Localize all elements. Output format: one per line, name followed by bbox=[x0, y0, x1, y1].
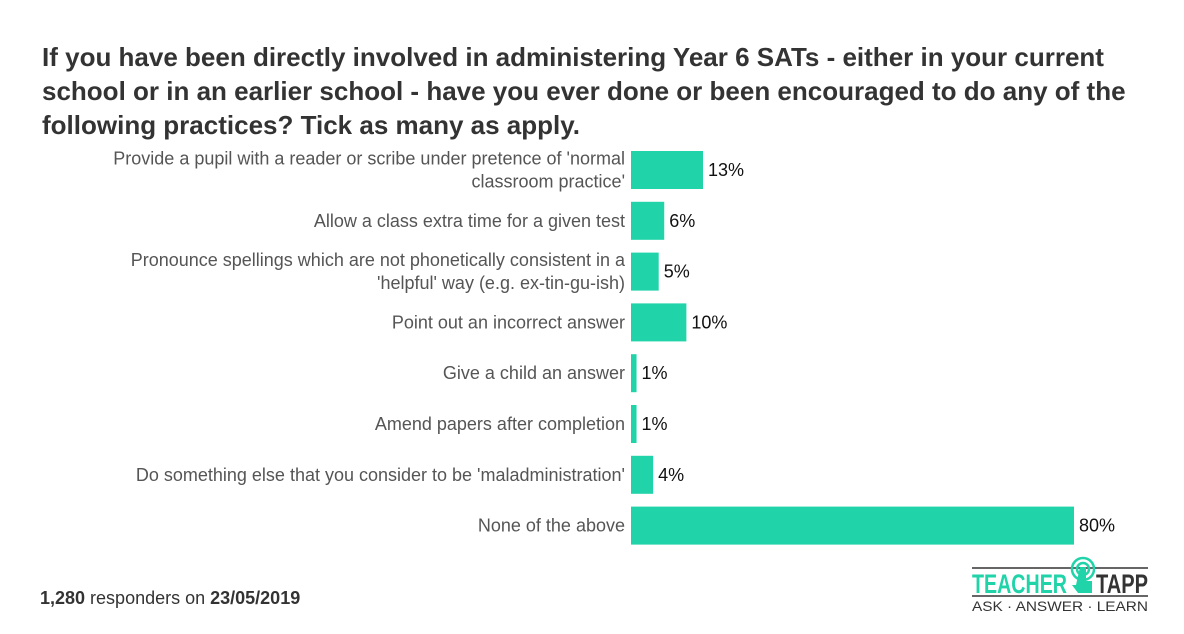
category-label: Give a child an answer bbox=[443, 363, 625, 383]
bar bbox=[631, 354, 637, 393]
bar bbox=[631, 506, 1074, 545]
category-label: Point out an incorrect answer bbox=[392, 312, 625, 332]
category-label: Do something else that you consider to b… bbox=[136, 465, 625, 485]
category-label: Provide a pupil with a reader or scribe … bbox=[113, 149, 625, 192]
bar bbox=[631, 303, 687, 342]
value-label: 1% bbox=[642, 363, 668, 383]
category-label: Allow a class extra time for a given tes… bbox=[314, 211, 625, 231]
value-label: 10% bbox=[691, 312, 727, 332]
responder-count: 1,280 bbox=[40, 588, 86, 608]
teacher-tapp-logo: TEACHER TAPP ASK · ANSWER · LEARN bbox=[972, 556, 1148, 614]
bar bbox=[631, 252, 659, 291]
bar bbox=[631, 151, 703, 189]
category-label: Amend papers after completion bbox=[375, 414, 625, 434]
bar bbox=[631, 405, 637, 443]
value-label: 4% bbox=[658, 465, 684, 485]
chart-title: If you have been directly involved in ad… bbox=[42, 42, 1126, 140]
logo-tagline: ASK · ANSWER · LEARN bbox=[972, 598, 1148, 614]
value-label: 6% bbox=[669, 211, 695, 231]
logo-word-teacher: TEACHER bbox=[972, 569, 1067, 599]
survey-date: 23/05/2019 bbox=[210, 588, 301, 608]
category-label: None of the above bbox=[478, 516, 625, 536]
value-label: 80% bbox=[1079, 516, 1115, 536]
bar bbox=[631, 201, 665, 240]
logo-word-tapp: TAPP bbox=[1096, 569, 1148, 599]
category-label: Pronounce spellings which are not phonet… bbox=[131, 250, 626, 293]
value-label: 1% bbox=[642, 414, 668, 434]
value-label: 5% bbox=[664, 262, 690, 282]
bar bbox=[631, 455, 654, 494]
responders-footer: 1,280 responders on 23/05/2019 bbox=[40, 588, 300, 609]
value-label: 13% bbox=[708, 160, 744, 180]
tap-hand-icon bbox=[1070, 556, 1096, 593]
footer-text: responders on bbox=[85, 588, 211, 608]
